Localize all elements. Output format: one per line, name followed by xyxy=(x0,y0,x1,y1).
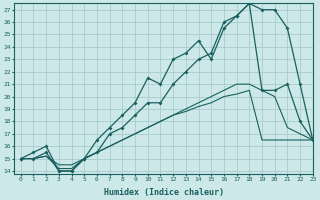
X-axis label: Humidex (Indice chaleur): Humidex (Indice chaleur) xyxy=(104,188,224,197)
